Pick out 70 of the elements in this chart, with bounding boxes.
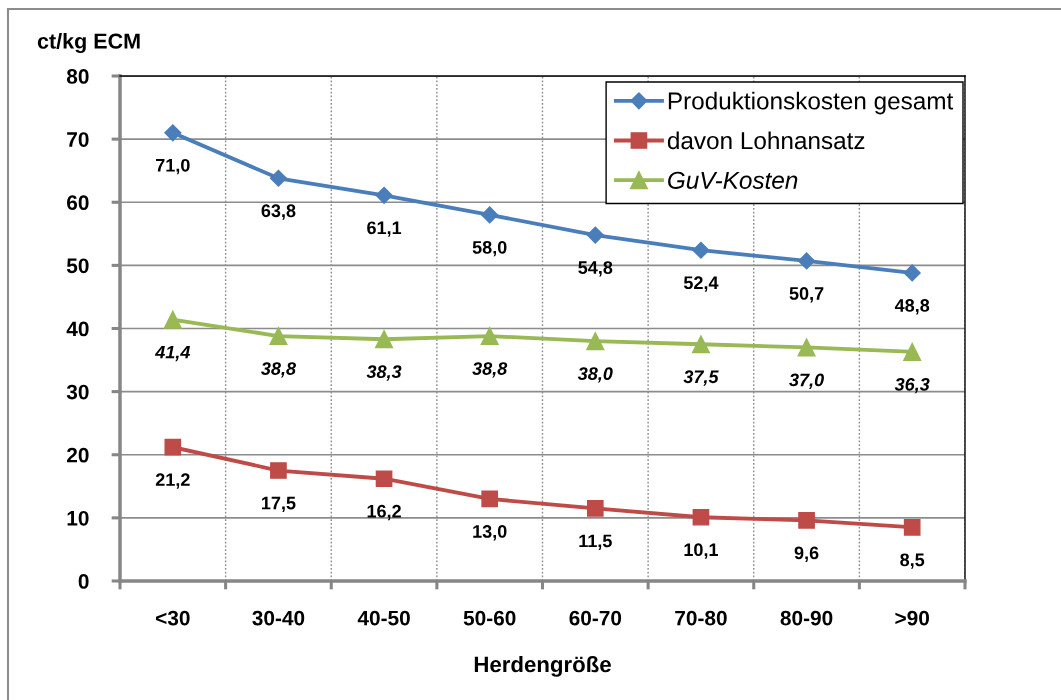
data-label: 10,1	[684, 543, 719, 559]
point	[586, 500, 604, 517]
data-label: 41,4	[154, 345, 191, 362]
data-label: 38,3	[366, 365, 402, 381]
point	[375, 186, 393, 204]
data-label: 38,0	[577, 367, 613, 383]
point	[164, 124, 182, 142]
data-label: 11,5	[579, 534, 612, 550]
legend-label: GuV-Kosten	[668, 171, 798, 189]
point	[480, 327, 499, 346]
legend-label: davon Lohnansatz	[667, 131, 865, 150]
y-tick-label: 50	[66, 258, 89, 274]
data-label: 63,8	[261, 204, 296, 220]
data-label: 54,8	[578, 261, 613, 277]
y-axis-title: ct/kg ECM	[37, 32, 140, 54]
data-label: 21,2	[155, 473, 190, 489]
point	[481, 490, 499, 508]
data-label: 8,5	[900, 553, 925, 569]
x-tick-label: 70-80	[675, 610, 727, 626]
point	[269, 327, 288, 346]
data-label: 16,2	[367, 504, 401, 521]
data-label: 37,0	[789, 373, 824, 389]
point	[903, 519, 921, 536]
y-tick-label: 70	[67, 132, 89, 147]
data-label: 13,0	[473, 525, 507, 541]
point	[375, 470, 393, 488]
data-label: 58,0	[472, 240, 507, 257]
x-tick-label: 60-70	[569, 610, 622, 626]
x-tick-label: >90	[895, 610, 929, 626]
point	[798, 252, 816, 270]
point	[691, 335, 710, 354]
data-label: 36,3	[894, 377, 930, 394]
point	[797, 338, 816, 357]
point	[481, 206, 499, 224]
point	[586, 332, 605, 351]
point	[903, 342, 922, 361]
point	[270, 462, 287, 479]
data-label: 52,4	[683, 276, 719, 292]
data-label: 38,8	[472, 362, 508, 378]
x-axis-title: Herdengröße	[474, 655, 611, 677]
point	[375, 330, 394, 349]
data-label: 61,1	[367, 221, 402, 237]
data-label: 50,7	[789, 287, 824, 303]
point	[692, 241, 710, 259]
y-tick-label: 0	[78, 574, 89, 589]
y-tick-label: 10	[67, 510, 89, 526]
point	[692, 508, 710, 526]
y-tick-label: 30	[66, 384, 89, 400]
data-label: 71,0	[156, 158, 190, 175]
legend-label: Produktionskosten gesamt	[668, 91, 954, 115]
data-label: 37,5	[683, 370, 719, 386]
point	[586, 226, 604, 244]
data-label: 38,8	[261, 362, 296, 378]
y-tick-label: 20	[67, 447, 89, 463]
x-tick-label: 50-60	[463, 610, 516, 626]
point	[798, 512, 815, 529]
y-tick-label: 40	[66, 321, 89, 337]
x-tick-label: 40-50	[357, 610, 410, 626]
data-label: 48,8	[894, 299, 930, 315]
y-tick-label: 60	[67, 195, 89, 210]
point	[903, 264, 921, 282]
data-label: 17,5	[262, 496, 296, 513]
data-label: 9,6	[794, 546, 819, 562]
point	[269, 169, 287, 187]
y-tick-label: 80	[66, 69, 89, 84]
x-tick-label: 80-90	[780, 610, 833, 626]
point	[163, 310, 182, 329]
x-tick-label: 30-40	[252, 610, 305, 626]
x-tick-label: <30	[156, 610, 190, 626]
point	[164, 438, 182, 456]
